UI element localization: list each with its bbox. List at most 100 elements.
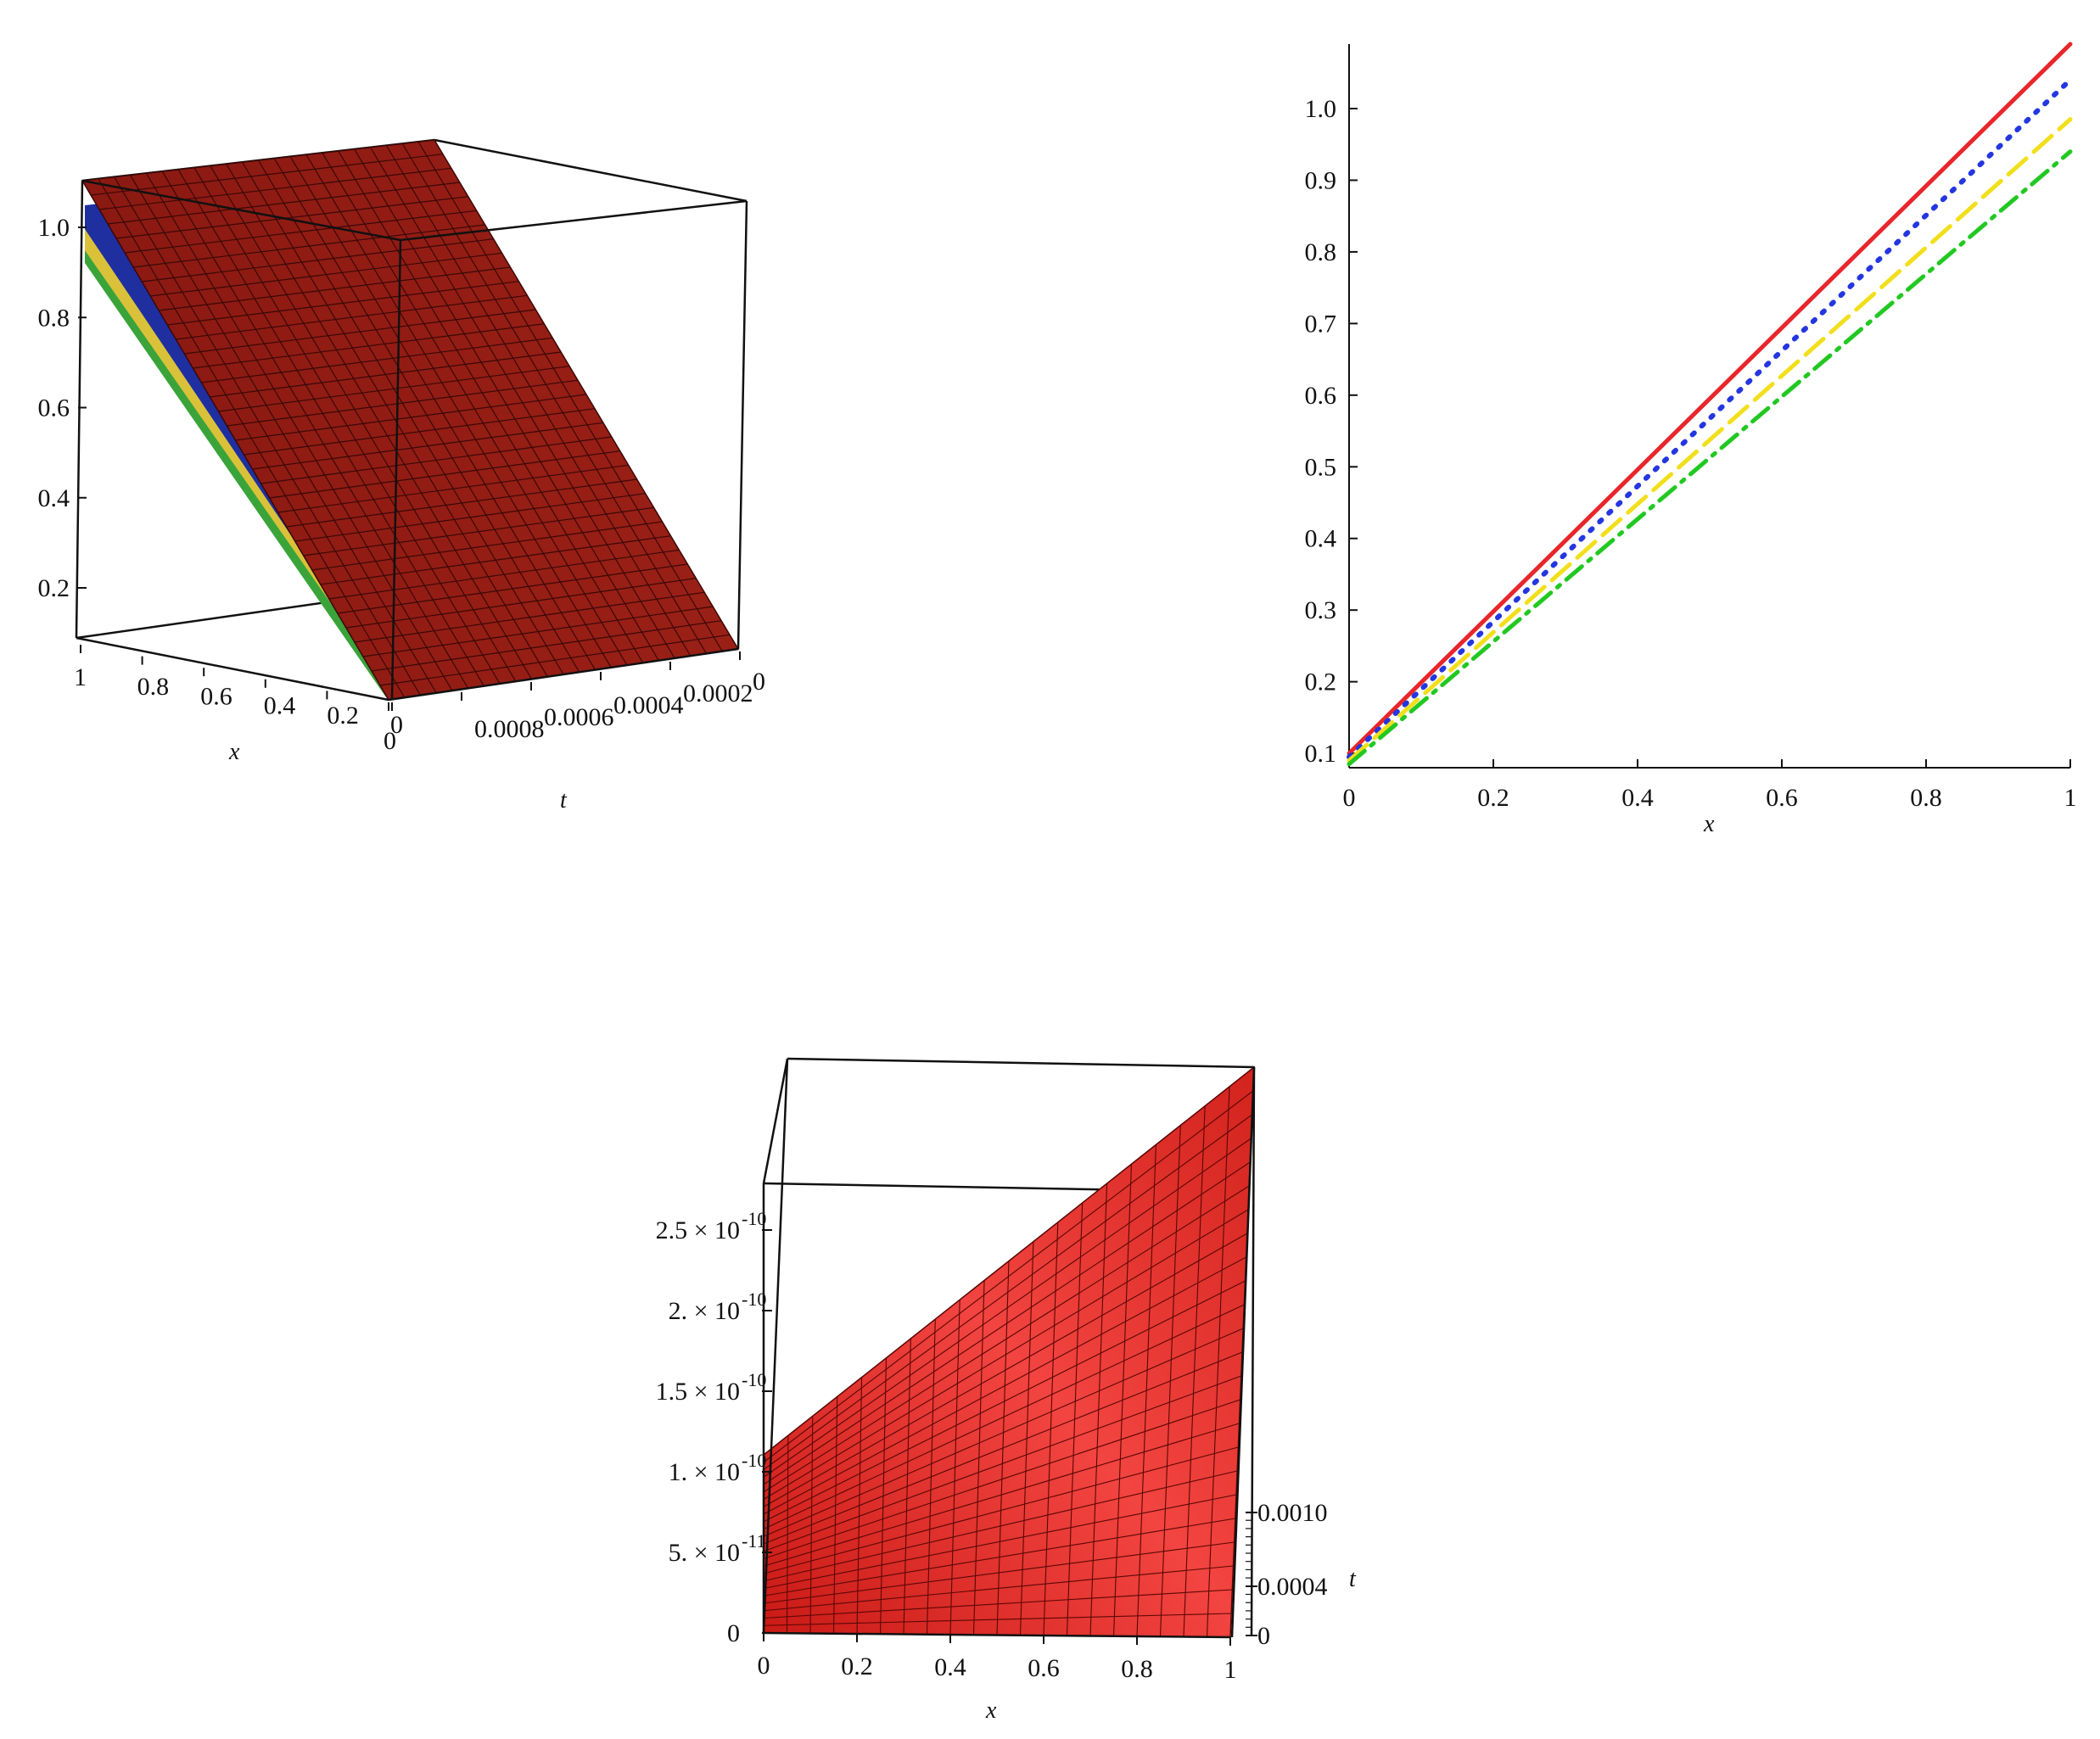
z-tick-label: 0	[727, 1619, 740, 1647]
t-tick-label: 0.0010	[1257, 1499, 1328, 1527]
z-tick-label: 0.2	[38, 574, 70, 602]
t-tick-label: 0	[1257, 1622, 1270, 1650]
x-tick-label: 0.4	[934, 1653, 966, 1681]
z-tick-exponent: -10	[742, 1289, 766, 1310]
y-tick-label: 0.5	[1305, 453, 1337, 481]
x-tick-label: 0.2	[327, 702, 359, 730]
surface-grid-line	[337, 563, 688, 614]
surface-grid-line	[303, 506, 654, 556]
z-tick-exponent: -10	[742, 1369, 766, 1390]
x-tick-label: 0.4	[264, 692, 296, 720]
surface-grid-line	[763, 1375, 1242, 1552]
surface-grid-line	[159, 266, 511, 311]
surface-grid-line	[235, 394, 587, 441]
y-tick-label: 0.7	[1305, 310, 1337, 338]
y-tick-label: 0.8	[1305, 238, 1337, 266]
surface-plot-1: 1.00.80.60.40.2 1 0.8 0.6 0.4 0.2 0 0 0.0008 0.…	[38, 138, 765, 814]
y-tick-label: 0.2	[1305, 668, 1337, 696]
x-tick-label: 0.2	[841, 1652, 873, 1680]
t-tick-label: 0	[753, 668, 765, 696]
surface-plot-2: 05. × 10 -111. × 10 -101.5 × 10 -102. × 10-…	[656, 1057, 1357, 1724]
z-tick-exponent: -11	[742, 1530, 766, 1552]
t-axis-label-3: t	[1349, 1566, 1357, 1592]
y-tick-label: 0.4	[1305, 525, 1337, 553]
surface-grid-line	[108, 182, 460, 225]
surface-grid-line	[371, 620, 722, 672]
x-tick-label: 0.6	[1028, 1654, 1060, 1682]
surface-grid-line	[763, 1518, 1235, 1596]
surface-grid-line	[260, 436, 612, 484]
z-tick-label: 2.5 × 10	[656, 1216, 740, 1244]
surface-grid-line	[763, 1423, 1240, 1567]
surface-grid-line	[763, 1565, 1234, 1612]
x-tick-label: 0.2	[1477, 784, 1509, 812]
surface-grid-line	[763, 1304, 1245, 1529]
surface-grid-line	[286, 478, 637, 528]
surface-grid-line	[252, 422, 603, 470]
surface-grid-line	[210, 351, 562, 398]
t-tick-label: 0.0004	[1257, 1573, 1328, 1601]
surface-grid-line	[763, 1138, 1252, 1478]
z-tick-label: 1.5 × 10	[656, 1378, 740, 1406]
surface-grid-line	[311, 521, 663, 571]
surface-grid-line	[763, 1446, 1239, 1574]
surface-grid-line	[269, 450, 620, 499]
surface-grid-line	[167, 281, 519, 326]
series-line-1	[1347, 42, 2073, 756]
surface-grid-line	[763, 1161, 1251, 1485]
surface-grid-line	[763, 1090, 1254, 1463]
surface-grid-line	[763, 1494, 1237, 1590]
surface-grid-line	[354, 591, 705, 643]
surface-grid-line	[763, 1209, 1249, 1500]
surface-grid-line	[763, 1589, 1233, 1619]
surface-grid-line	[362, 606, 714, 657]
x-tick-label: 1	[74, 663, 87, 691]
z-tick-exponent: -10	[742, 1208, 766, 1229]
surface-grid-line	[176, 294, 528, 340]
surface-grid-line	[294, 493, 646, 542]
x-tick-label: 0	[758, 1652, 770, 1680]
z-tick-label: 5. × 10	[669, 1539, 740, 1567]
surface-grid-line	[133, 224, 485, 268]
z-tick-exponent: -10	[742, 1450, 766, 1471]
surface-grid-line	[763, 1613, 1232, 1626]
x-tick-label: 0	[390, 711, 403, 739]
x-tick-label: 1	[1224, 1656, 1237, 1684]
x-tick-label: 0.8	[1121, 1655, 1153, 1683]
x-tick-label: 0.8	[1910, 784, 1942, 812]
surface-grid-line	[218, 366, 570, 412]
x-tick-label: 0	[1343, 784, 1356, 812]
x-axis-label-3: x	[985, 1697, 997, 1724]
surface-grid-line	[116, 196, 468, 239]
series-line-4	[1347, 149, 2073, 767]
y-tick-label: 1.0	[1305, 95, 1337, 123]
x-tick-label: 0.6	[1766, 784, 1798, 812]
y-tick-label: 0.9	[1305, 166, 1337, 194]
z-tick-label: 0.8	[38, 304, 70, 332]
y-tick-label: 0.1	[1305, 740, 1337, 768]
surface-grid-line	[277, 464, 629, 513]
surface-grid-line	[150, 252, 502, 297]
t-axis-label-1: t	[560, 787, 568, 814]
t-tick-label: 0.0008	[474, 715, 545, 743]
line-chart: 0.1 0.2 0.3 0.4 0.5 0.6 0.7 0.8 0.9 1.0 0 0.2 0.4 0.…	[1305, 42, 2077, 837]
y-tick-label: 0.6	[1305, 382, 1337, 410]
z-tick-label: 0.4	[38, 484, 70, 512]
surface-grid-line	[763, 1114, 1252, 1470]
surface-grid-line	[763, 1541, 1235, 1604]
surface-layer-red	[81, 139, 740, 701]
surface-grid-line	[763, 1280, 1246, 1523]
x-axis-label-2: x	[1703, 811, 1715, 837]
surface-grid-line	[763, 1351, 1243, 1545]
surface-grid-line	[98, 167, 451, 210]
t-tick-label: 0.0004	[613, 691, 684, 719]
x-axis-label-1: x	[228, 739, 240, 765]
surface-grid-line	[201, 337, 553, 383]
surface-grid-line	[227, 379, 579, 427]
z-tick-label: 1. × 10	[669, 1458, 740, 1486]
surface-grid-line	[244, 408, 596, 456]
y-tick-label: 0.3	[1305, 596, 1337, 624]
error-surface	[763, 1065, 1255, 1638]
x-tick-label: 0.8	[137, 673, 170, 701]
